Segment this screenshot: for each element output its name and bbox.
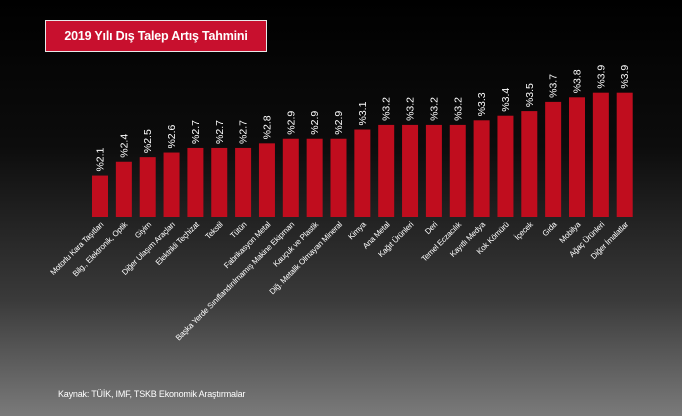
bar (92, 175, 108, 217)
data-label: %2.1 (95, 147, 107, 171)
bar (258, 143, 275, 217)
data-label: %2.7 (190, 120, 202, 144)
data-label: %3.1 (357, 101, 369, 125)
bar (211, 147, 228, 217)
bar (425, 124, 442, 217)
bar (235, 147, 252, 217)
data-label: %3.8 (572, 69, 584, 93)
data-label: %2.9 (333, 111, 345, 135)
bar (354, 129, 371, 217)
bar (473, 120, 490, 217)
data-label: %3.9 (595, 65, 607, 89)
bar (115, 161, 132, 217)
data-label: %3.2 (405, 97, 417, 121)
category-label: Gıda (540, 220, 559, 239)
bar (282, 138, 299, 217)
data-label: %2.5 (142, 129, 154, 153)
chart-title: 2019 Yılı Dış Talep Artış Tahmini (45, 20, 267, 52)
bar (163, 152, 180, 217)
category-label: Tütün (228, 220, 248, 240)
bar (521, 111, 538, 217)
data-label: %3.2 (381, 97, 393, 121)
data-label: %3.2 (428, 97, 440, 121)
data-label: %3.4 (500, 88, 512, 112)
bar (306, 138, 323, 217)
data-label: %2.7 (214, 120, 226, 144)
category-label: İçecek (513, 219, 536, 242)
bar (139, 157, 156, 217)
data-label: %3.2 (452, 97, 464, 121)
category-label: Elektrikli Teçhizat (154, 219, 202, 267)
data-label: %2.8 (261, 115, 273, 139)
bar (616, 92, 633, 217)
data-label: %3.7 (548, 74, 560, 98)
bar (402, 124, 419, 217)
bar (545, 101, 562, 217)
source-note: Kaynak: TÜİK, IMF, TSKB Ekonomik Araştır… (58, 389, 246, 399)
data-label: %3.9 (619, 65, 631, 89)
bar (449, 124, 466, 217)
data-label: %3.3 (476, 92, 488, 116)
bar (592, 92, 609, 217)
data-label: %2.9 (309, 111, 321, 135)
bar (187, 147, 204, 217)
category-label: Giyim (133, 220, 153, 240)
data-label: %3.5 (524, 83, 536, 107)
bar (378, 124, 395, 217)
bar (330, 138, 347, 217)
bar (497, 115, 514, 217)
data-label: %2.9 (285, 111, 297, 135)
data-label: %2.4 (118, 134, 130, 158)
category-label: Kimya (346, 220, 368, 242)
bar (569, 97, 585, 217)
data-label: %2.6 (166, 124, 178, 148)
data-label: %2.7 (238, 120, 250, 144)
category-label: Deri (423, 220, 439, 236)
category-label: Tekstil (204, 220, 225, 241)
